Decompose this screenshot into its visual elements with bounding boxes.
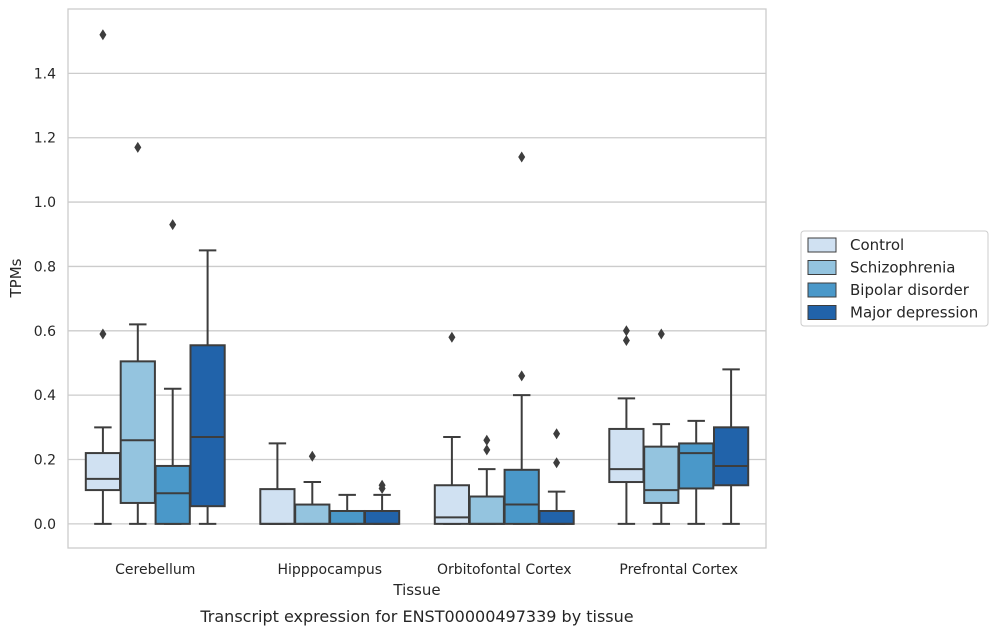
chart-caption: Transcript expression for ENST0000049733… xyxy=(199,607,633,626)
outlier-point xyxy=(483,444,491,456)
outlier-point xyxy=(553,428,561,440)
x-tick-labels: Cerebellum Hipppocampus Orbitofontal Corte… xyxy=(115,562,738,578)
outlier-point xyxy=(657,328,665,340)
box-3-2 xyxy=(538,428,575,525)
box-2-2 xyxy=(503,151,540,525)
box-0-0 xyxy=(84,29,122,525)
x-tick-label: Orbitofontal Cortex xyxy=(437,562,572,578)
outlier-point xyxy=(308,450,316,462)
box-1-1 xyxy=(294,450,331,525)
box-1-3 xyxy=(643,328,680,525)
box-body xyxy=(259,488,296,525)
outlier-point xyxy=(378,479,386,491)
outlier-point xyxy=(448,331,456,343)
y-axis-label: TPMs xyxy=(7,258,25,298)
legend-frame xyxy=(800,230,989,327)
box-body xyxy=(712,426,750,487)
legend-swatch xyxy=(807,305,837,320)
y-tick-label: 1.0 xyxy=(34,195,56,211)
outlier-point xyxy=(622,325,630,337)
box-body xyxy=(468,495,505,525)
y-tick-label: 1.4 xyxy=(34,66,56,82)
box-body xyxy=(608,427,645,484)
outlier-point xyxy=(134,141,142,153)
y-tick-labels: 0.0 0.2 0.4 0.6 0.8 1.0 1.2 1.4 xyxy=(34,66,56,533)
legend-label: Schizophrenia xyxy=(850,259,955,277)
y-tick-label: 0.0 xyxy=(34,517,56,533)
box-body xyxy=(189,344,226,508)
box-body xyxy=(84,452,122,492)
box-plots xyxy=(84,29,750,525)
y-tick-label: 0.8 xyxy=(34,259,56,275)
y-tick-label: 0.4 xyxy=(34,388,56,404)
outlier-point xyxy=(169,219,177,231)
y-tick-label: 1.2 xyxy=(34,131,56,147)
outlier-point xyxy=(99,328,107,340)
box-body xyxy=(678,442,715,490)
box-1-0 xyxy=(119,141,156,525)
box-1-2 xyxy=(468,434,505,525)
box-2-0 xyxy=(154,219,191,525)
box-2-3 xyxy=(678,419,715,525)
x-tick-label: Hipppocampus xyxy=(277,562,382,578)
box-body xyxy=(503,468,540,525)
outlier-point xyxy=(518,370,526,382)
box-body xyxy=(643,445,680,504)
plot-frame xyxy=(67,8,767,549)
outlier-point xyxy=(622,334,630,346)
legend-swatch xyxy=(807,260,837,275)
box-0-2 xyxy=(433,331,471,525)
x-axis-label: Tissue xyxy=(392,581,440,599)
box-body xyxy=(538,509,575,525)
box-body xyxy=(329,509,366,525)
box-3-3 xyxy=(712,368,750,525)
outlier-point xyxy=(518,151,526,163)
legend: Control Schizophrenia Bipolar disorder Majo… xyxy=(800,230,989,327)
y-tick-label: 0.6 xyxy=(34,324,56,340)
legend-label: Control xyxy=(850,236,904,254)
box-3-1 xyxy=(363,479,401,525)
box-body xyxy=(154,464,191,525)
x-tick-label: Cerebellum xyxy=(115,562,195,578)
outlier-point xyxy=(99,29,107,41)
legend-label: Bipolar disorder xyxy=(850,281,970,299)
legend-swatch xyxy=(807,237,837,253)
box-2-1 xyxy=(329,493,366,525)
box-body xyxy=(363,509,401,525)
box-body xyxy=(119,360,156,504)
box-body xyxy=(294,503,331,525)
box-0-3 xyxy=(608,325,645,525)
outlier-point xyxy=(483,434,491,446)
y-tick-label: 0.2 xyxy=(34,453,56,469)
box-3-0 xyxy=(189,249,226,525)
legend-swatch xyxy=(807,282,837,298)
x-tick-label: Prefrontal Cortex xyxy=(619,562,738,578)
outlier-point xyxy=(553,457,561,469)
box-0-1 xyxy=(259,442,296,525)
grid-lines xyxy=(68,72,766,525)
legend-label: Major depression xyxy=(850,304,978,322)
